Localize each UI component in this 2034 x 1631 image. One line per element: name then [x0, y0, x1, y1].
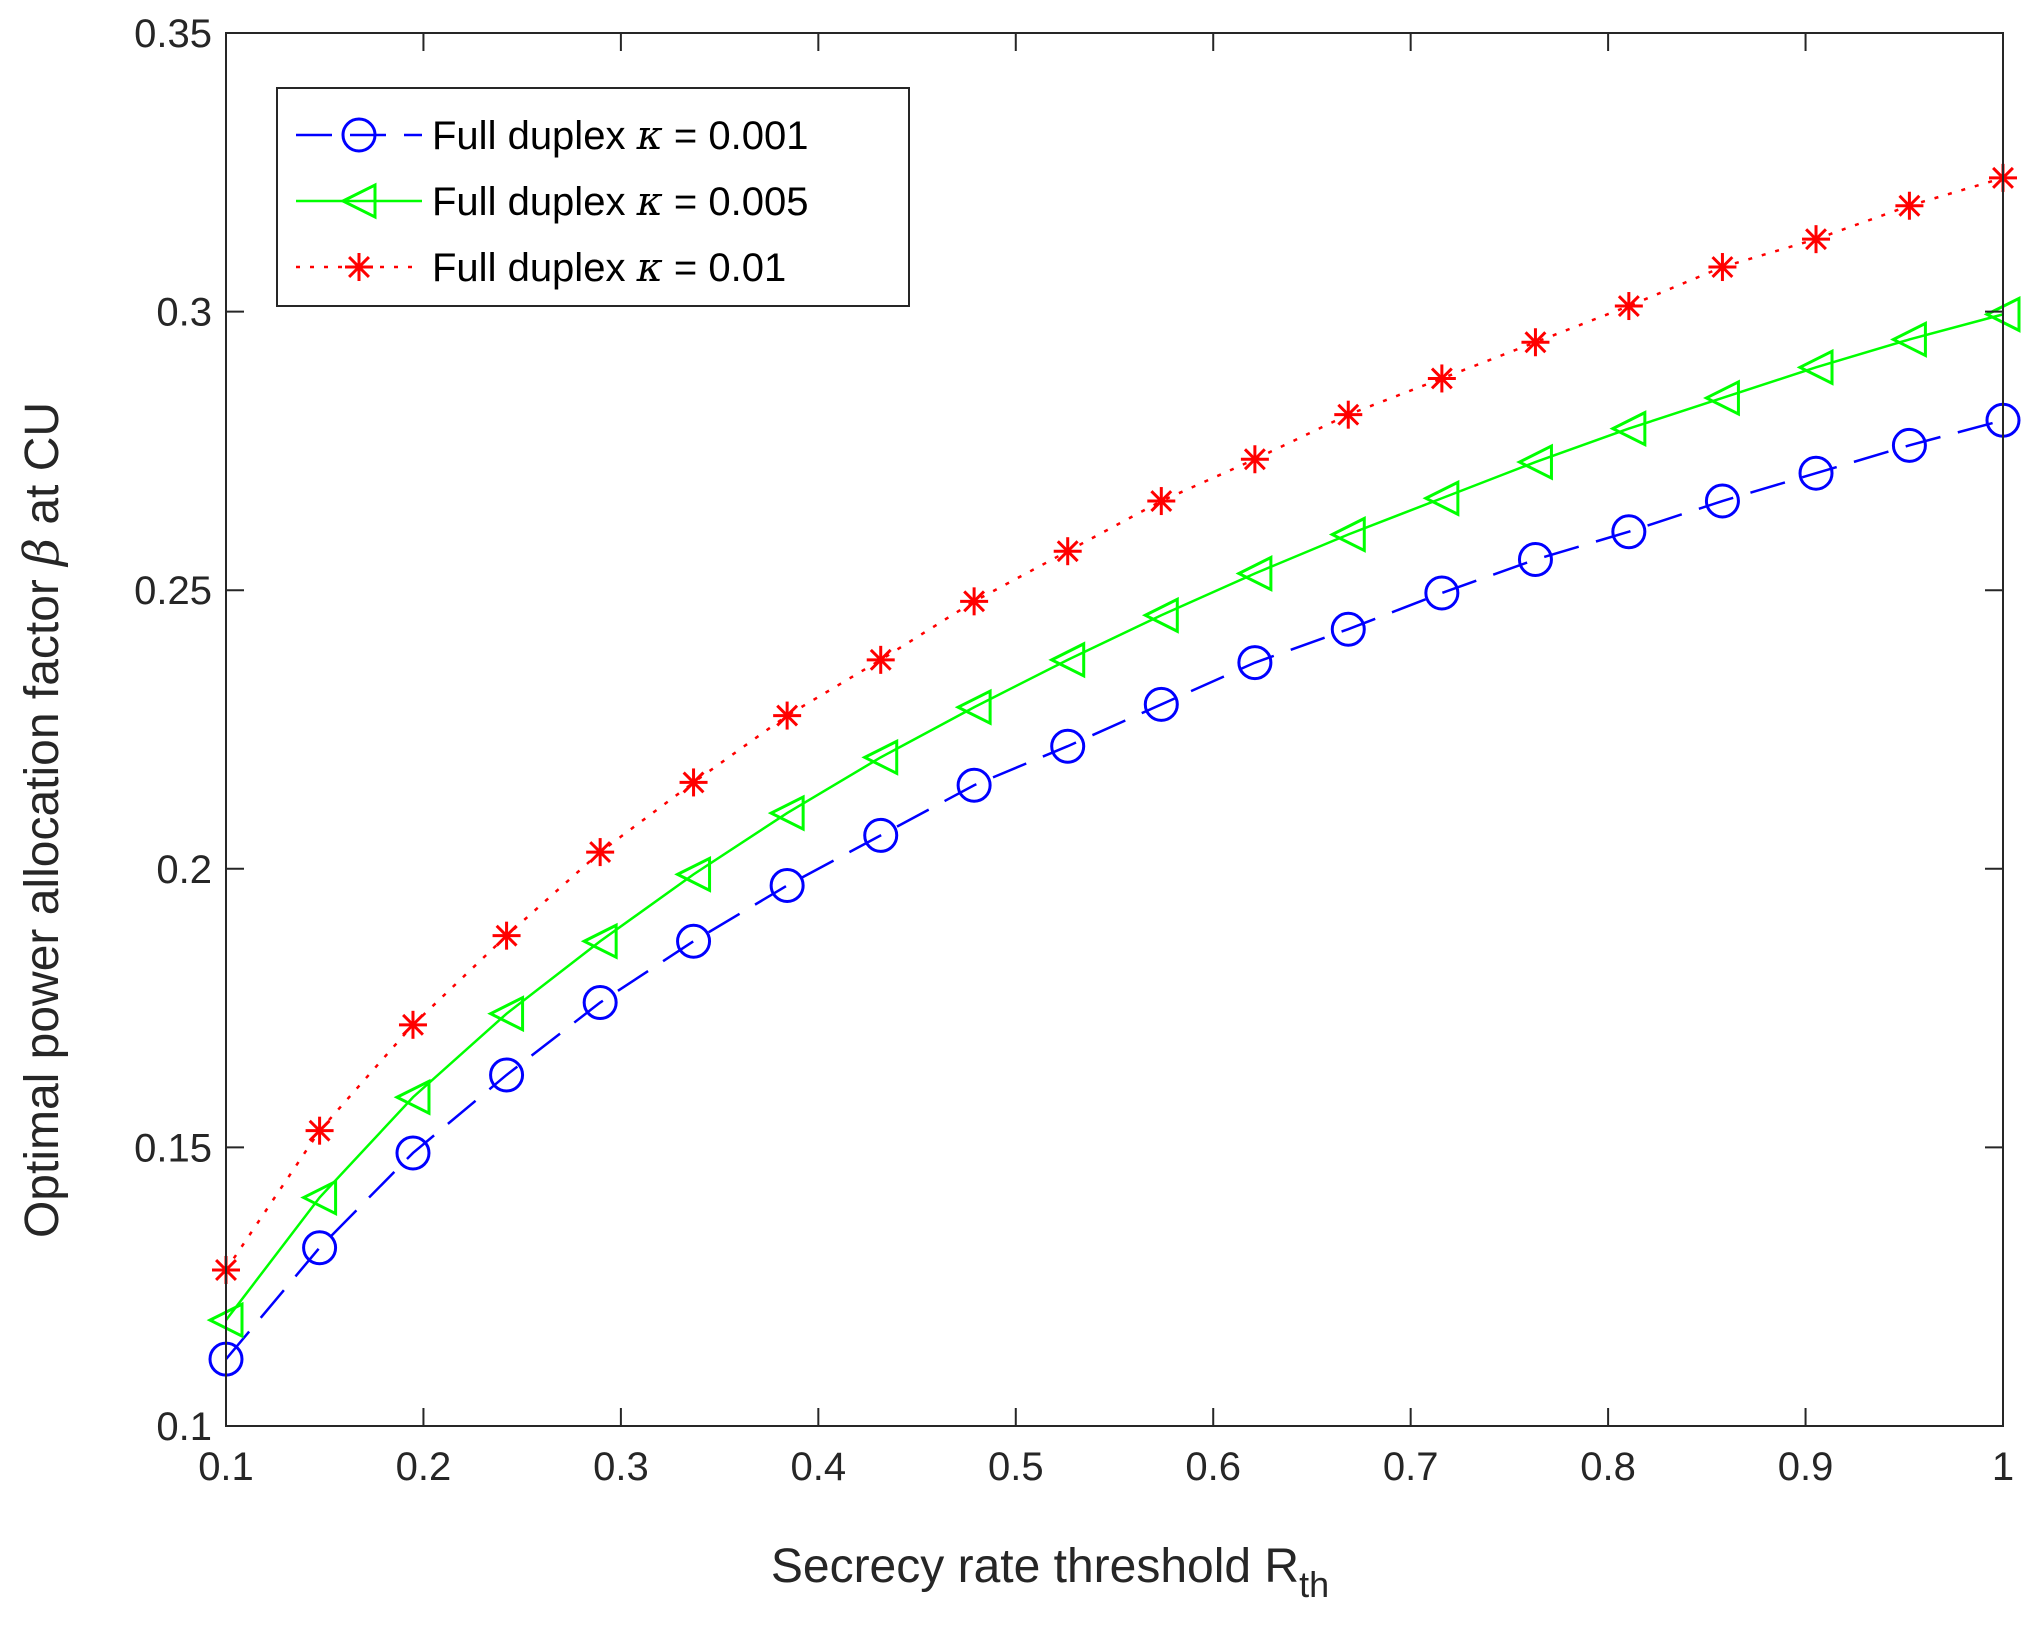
- data-point-s2: [1427, 364, 1456, 393]
- y-tick-label: 0.1: [156, 1405, 212, 1449]
- data-point-s2: [398, 1010, 427, 1039]
- data-point-s1: [767, 794, 805, 832]
- data-point-s1: [1890, 321, 1927, 358]
- data-point-s2: [1147, 487, 1176, 516]
- y-tick-label: 0.3: [156, 291, 212, 335]
- data-point-s0: [1330, 611, 1366, 647]
- data-point-s2: [305, 1116, 334, 1145]
- y-axis-label: Optimal power allocation factor β at CU: [14, 402, 70, 1238]
- data-point-s0: [1424, 575, 1460, 611]
- data-point-s2: [1521, 328, 1550, 357]
- axes: [225, 32, 2004, 1427]
- data-point-s0: [1704, 483, 1740, 519]
- data-point-s1: [393, 1078, 431, 1116]
- data-point-s2: [960, 587, 989, 616]
- data-point-s1: [1141, 596, 1179, 634]
- data-point-s1: [861, 738, 899, 776]
- plot-frame: [225, 32, 2004, 1427]
- data-point-s1: [1328, 516, 1366, 553]
- ticks: 0.1 0.2 0.3 0.4 0.5 0.6 0.7 0.8 0.9 1 0.1 0.15 0.2 0.…: [134, 12, 2014, 1489]
- data-point-s2: [679, 768, 708, 797]
- data-point-s0: [302, 1230, 338, 1266]
- data-point-s1: [1422, 479, 1460, 517]
- data-point-s2: [866, 645, 895, 674]
- data-point-s1: [1703, 379, 1740, 417]
- data-point-s1: [1048, 641, 1086, 679]
- legend-kappa-symbol: κ: [636, 245, 663, 291]
- data-point-s1: [1235, 555, 1273, 592]
- data-point-s0: [1798, 455, 1834, 491]
- y-axis-label-symbol: β: [14, 538, 70, 568]
- y-tick-label: 0.15: [134, 1126, 212, 1170]
- x-tick-label: 0.5: [988, 1445, 1044, 1489]
- data-point-s0: [676, 923, 712, 959]
- y-tick-label: 0.35: [134, 12, 212, 56]
- data-point-s0: [489, 1057, 525, 1093]
- data-point-s1: [1609, 410, 1647, 448]
- data-point-s2: [492, 921, 521, 950]
- x-tick-label: 0.6: [1185, 1445, 1241, 1489]
- legend-marker-sample: [341, 117, 377, 153]
- x-axis-label-subscript: th: [1299, 1564, 1329, 1605]
- data-point-s2: [1334, 400, 1363, 429]
- data-point-s1: [674, 855, 712, 893]
- data-point-s0: [1611, 514, 1647, 550]
- data-point-s0: [1237, 645, 1273, 681]
- data-point-s0: [1517, 542, 1553, 578]
- data-point-s1: [300, 1179, 338, 1216]
- data-point-s0: [582, 985, 618, 1021]
- legend-marker-sample: [345, 253, 373, 281]
- data-point-s0: [1050, 728, 1086, 764]
- data-point-s2: [1895, 191, 1924, 220]
- legend-kappa-symbol: κ: [636, 113, 663, 159]
- data-point-s2: [1053, 537, 1082, 566]
- legend-entry-kappa-0005: Full duplex κ = 0.005: [432, 179, 808, 225]
- data-point-s1: [1516, 443, 1553, 481]
- x-axis-label: Secrecy rate threshold Rth: [771, 1540, 1329, 1605]
- legend-samples: [296, 117, 422, 281]
- data-point-s2: [1802, 225, 1831, 254]
- legend-kappa-symbol: κ: [636, 179, 663, 225]
- data-point-s2: [1240, 445, 1269, 474]
- legend-entry-kappa-001: Full duplex κ = 0.01: [432, 245, 786, 291]
- legend-marker-sample: [339, 182, 377, 220]
- data-point-s1: [1796, 348, 1834, 386]
- data-point-s1: [580, 922, 618, 960]
- y-tick-label: 0.2: [156, 848, 212, 892]
- data-point-s2: [586, 838, 615, 867]
- x-tick-label: 0.8: [1580, 1445, 1636, 1489]
- legend-box: [276, 87, 910, 307]
- data-point-s2: [1708, 253, 1737, 282]
- x-tick-label: 0.4: [791, 1445, 847, 1489]
- data-point-s0: [395, 1135, 431, 1171]
- data-point-s2: [1614, 292, 1643, 321]
- data-point-s1: [487, 995, 525, 1033]
- x-tick-label: 0.1: [198, 1445, 254, 1489]
- x-tick-label: 0.7: [1383, 1445, 1439, 1489]
- data-point-s0: [1143, 686, 1179, 722]
- x-tick-label: 0.3: [593, 1445, 649, 1489]
- data-point-s2: [773, 701, 802, 730]
- data-point-s0: [956, 767, 992, 803]
- plot-markers: [206, 163, 2021, 1377]
- legend: Full duplex κ = 0.001 Full duplex κ = 0.…: [276, 87, 910, 307]
- data-point-s1: [954, 688, 992, 726]
- x-tick-label: 0.2: [396, 1445, 452, 1489]
- data-point-s0: [769, 868, 805, 904]
- x-tick-label: 0.9: [1778, 1445, 1834, 1489]
- data-point-s0: [1891, 427, 1927, 463]
- legend-entry-kappa-0001: Full duplex κ = 0.001: [432, 113, 808, 159]
- x-tick-label: 1: [1992, 1445, 2014, 1489]
- data-point-s0: [863, 817, 899, 853]
- y-tick-label: 0.25: [134, 569, 212, 613]
